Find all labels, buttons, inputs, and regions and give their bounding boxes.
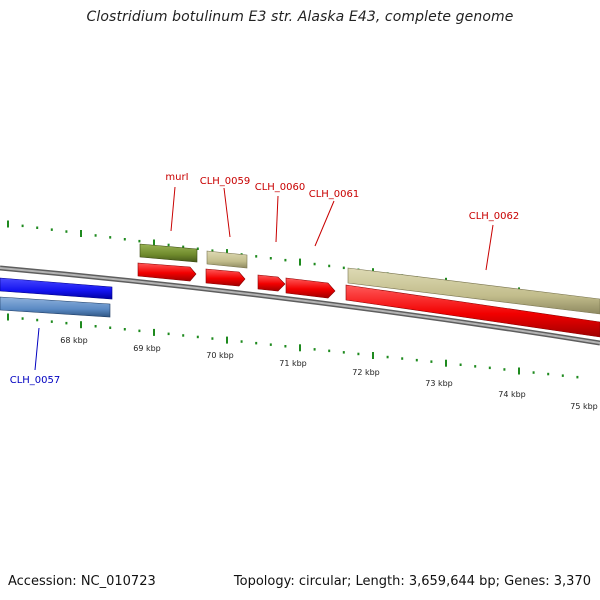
minor-tick xyxy=(196,335,199,339)
minor-tick xyxy=(284,345,287,348)
minor-tick xyxy=(430,360,433,363)
minor-tick xyxy=(109,326,112,329)
scale-label: 75 kbp xyxy=(570,402,598,411)
minor-tick xyxy=(50,228,53,231)
major-tick xyxy=(299,344,301,352)
major-tick xyxy=(226,249,228,257)
major-tick xyxy=(80,321,82,329)
minor-tick xyxy=(386,355,389,359)
minor-tick xyxy=(65,321,68,325)
scale-label: 74 kbp xyxy=(498,390,526,399)
minor-tick xyxy=(328,264,331,268)
label-CLH_0060[interactable]: CLH_0060 xyxy=(255,182,306,193)
major-tick xyxy=(7,313,9,321)
label-leaders xyxy=(34,186,494,371)
minor-tick xyxy=(503,368,506,371)
minor-tick xyxy=(547,372,550,376)
feature-CLH_0057-gene[interactable] xyxy=(0,296,111,318)
gene-labels: murI CLH_0059 CLH_0060 CLH_0061 CLH_0062… xyxy=(10,172,520,386)
minor-tick xyxy=(415,358,418,362)
minor-tick xyxy=(182,334,185,337)
major-tick xyxy=(518,367,520,375)
feature-CLH_0062-gene[interactable] xyxy=(347,267,600,315)
feature-CLH_0057-cds[interactable] xyxy=(0,277,113,300)
minor-tick xyxy=(328,349,331,353)
minor-tick xyxy=(36,226,39,229)
minor-tick xyxy=(269,257,272,260)
label-CLH_0057[interactable]: CLH_0057 xyxy=(10,375,61,386)
minor-tick xyxy=(576,375,579,379)
scale-label: 68 kbp xyxy=(60,336,88,345)
label-CLH_0062[interactable]: CLH_0062 xyxy=(469,211,520,222)
minor-tick xyxy=(211,337,214,340)
minor-tick xyxy=(342,266,345,270)
major-tick xyxy=(372,352,374,359)
label-CLH_0061[interactable]: CLH_0061 xyxy=(309,189,360,200)
minor-tick xyxy=(488,366,491,370)
feature-CLH_0062-cds[interactable] xyxy=(345,284,600,338)
minor-tick xyxy=(138,329,141,333)
map-title: Clostridium botulinum E3 str. Alaska E43… xyxy=(86,9,514,25)
minor-tick xyxy=(167,332,170,336)
minor-tick xyxy=(313,262,316,266)
feature-murI-cds[interactable] xyxy=(137,262,197,282)
minor-tick xyxy=(269,343,272,346)
minor-tick xyxy=(94,325,97,328)
scale-label: 71 kbp xyxy=(279,359,307,368)
minor-tick xyxy=(255,341,258,345)
label-murI[interactable]: murI xyxy=(165,172,188,183)
minor-tick xyxy=(182,245,185,249)
backbone xyxy=(0,265,600,346)
minor-tick xyxy=(36,318,39,322)
genome-summary-text: Topology: circular; Length: 3,659,644 bp… xyxy=(233,574,591,589)
accession-text: Accession: NC_010723 xyxy=(8,574,156,589)
major-tick xyxy=(80,230,82,237)
minor-tick xyxy=(65,230,68,233)
major-tick xyxy=(226,336,228,344)
feature-CLH_0060-cds[interactable] xyxy=(257,274,286,292)
minor-tick xyxy=(211,249,214,252)
scale-labels: 68 kbp 69 kbp 70 kbp 71 kbp 72 kbp 73 kb… xyxy=(60,336,598,411)
feature-CLH_0059-cds[interactable] xyxy=(205,268,246,287)
major-tick xyxy=(445,359,447,367)
major-tick xyxy=(299,258,301,266)
minor-tick xyxy=(109,236,112,239)
scale-label: 69 kbp xyxy=(133,344,161,353)
scale-label: 70 kbp xyxy=(206,351,234,360)
minor-tick xyxy=(21,224,24,228)
minor-tick xyxy=(240,340,243,343)
minor-tick xyxy=(167,243,170,247)
minor-tick xyxy=(138,239,141,243)
scale-tick-row xyxy=(7,313,579,379)
minor-tick xyxy=(255,255,258,258)
minor-tick xyxy=(342,351,345,354)
major-tick xyxy=(7,220,9,228)
minor-tick xyxy=(123,328,126,331)
scale-label: 73 kbp xyxy=(425,379,453,388)
minor-tick xyxy=(459,363,462,366)
minor-tick xyxy=(284,258,287,262)
major-tick xyxy=(153,328,155,336)
scale-label: 72 kbp xyxy=(352,368,380,377)
minor-tick xyxy=(50,320,53,323)
minor-tick xyxy=(94,234,97,237)
minor-tick xyxy=(21,317,24,320)
minor-tick xyxy=(196,247,199,250)
major-tick xyxy=(153,239,155,247)
feature-CLH_0059-gene[interactable] xyxy=(206,250,248,269)
minor-tick xyxy=(561,374,564,377)
minor-tick xyxy=(313,348,316,351)
minor-tick xyxy=(401,357,404,360)
feature-CLH_0061-cds[interactable] xyxy=(285,277,336,299)
minor-tick xyxy=(123,238,126,241)
minor-tick xyxy=(474,365,477,368)
feature-murI-gene[interactable] xyxy=(139,243,198,263)
label-CLH_0059[interactable]: CLH_0059 xyxy=(200,176,251,187)
minor-tick xyxy=(532,371,535,374)
minor-tick xyxy=(357,352,360,356)
